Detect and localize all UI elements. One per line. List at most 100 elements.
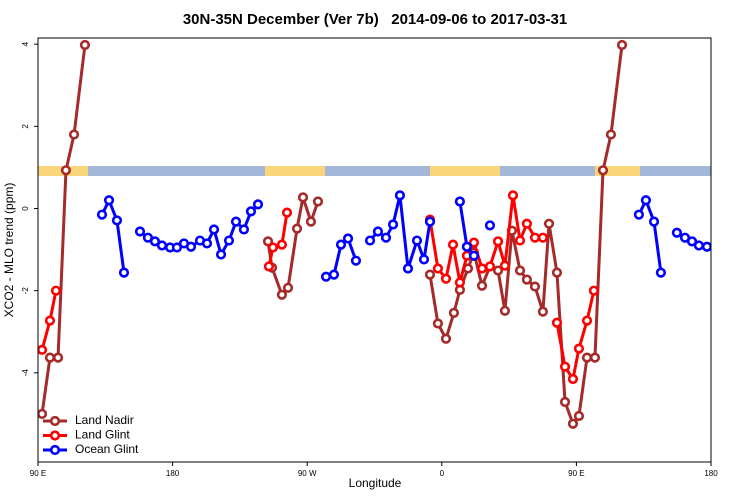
point: [149, 236, 161, 247]
point: [263, 261, 275, 272]
y-tick-label: -4: [21, 369, 30, 377]
point: [297, 192, 309, 203]
chart-title: 30N-35N December (Ver 7b) 2014-09-06 to …: [183, 11, 567, 28]
point: [559, 396, 571, 408]
point: [291, 223, 303, 234]
point: [418, 254, 430, 265]
point: [238, 224, 250, 235]
point: [424, 269, 436, 280]
point: [529, 232, 541, 243]
y-tick-label: -2: [21, 287, 30, 295]
x-tick-label: 90 E: [568, 469, 584, 478]
legend-marker: [49, 430, 61, 441]
point: [476, 280, 488, 291]
y-tick-label: 0: [21, 206, 30, 211]
point: [335, 239, 347, 250]
point: [60, 165, 72, 176]
point: [633, 209, 645, 220]
point: [387, 219, 399, 230]
point: [103, 195, 115, 206]
point: [461, 241, 473, 252]
point: [447, 239, 459, 250]
point: [44, 352, 56, 363]
point: [424, 216, 436, 227]
point: [581, 315, 593, 326]
point: [411, 235, 423, 246]
point: [448, 307, 460, 318]
point: [156, 240, 168, 251]
point: [96, 209, 108, 220]
point: [276, 239, 288, 250]
point: [364, 235, 376, 246]
legend-label: Land Nadir: [75, 413, 134, 427]
point: [521, 218, 532, 229]
point: [118, 267, 130, 278]
x-tick-label: 180: [166, 469, 180, 478]
point: [208, 224, 220, 235]
land-ocean-strip: [38, 166, 711, 176]
x-tick-label: 90 W: [298, 469, 317, 478]
point: [282, 282, 294, 293]
point: [201, 238, 213, 249]
point: [50, 285, 62, 296]
point: [499, 305, 511, 316]
point: [134, 226, 146, 237]
point: [245, 206, 257, 217]
point: [588, 285, 599, 296]
x-tick-label: 90 E: [30, 469, 46, 478]
point: [342, 233, 354, 244]
point: [454, 277, 465, 288]
point: [514, 235, 526, 246]
point: [305, 216, 317, 227]
legend-marker: [49, 415, 61, 427]
point: [567, 418, 579, 429]
point: [581, 352, 593, 363]
point: [573, 343, 585, 354]
point: [171, 242, 183, 253]
point: [79, 39, 91, 51]
point: [372, 226, 384, 237]
point: [380, 232, 392, 243]
y-tick-label: 2: [21, 124, 30, 129]
point: [402, 263, 414, 274]
point: [223, 235, 235, 246]
point: [559, 361, 571, 372]
point: [597, 165, 609, 176]
y-axis-label: XCO2 - MLO trend (ppm): [2, 183, 16, 318]
point: [507, 190, 519, 201]
point: [312, 196, 324, 207]
point: [551, 317, 563, 328]
legend-label: Ocean Glint: [75, 442, 139, 456]
point: [537, 232, 548, 243]
point: [328, 269, 340, 280]
point: [605, 129, 617, 140]
point: [551, 267, 563, 278]
point: [68, 129, 80, 140]
point: [573, 410, 585, 422]
point: [281, 207, 293, 218]
point: [543, 218, 555, 229]
point: [514, 265, 526, 276]
point: [185, 241, 197, 252]
point: [701, 241, 711, 252]
point: [394, 190, 406, 201]
point: [589, 352, 601, 363]
point: [468, 237, 480, 248]
point: [432, 318, 444, 329]
plot-frame: [37, 37, 712, 463]
point: [499, 260, 511, 271]
point: [38, 408, 48, 420]
point: [484, 261, 496, 272]
point: [640, 195, 652, 206]
point: [476, 263, 488, 274]
point: [492, 265, 504, 276]
point: [616, 39, 628, 51]
point: [38, 344, 48, 355]
point: [440, 333, 452, 344]
point: [111, 215, 123, 226]
point: [686, 236, 698, 247]
point: [537, 306, 548, 317]
point: [521, 274, 532, 285]
